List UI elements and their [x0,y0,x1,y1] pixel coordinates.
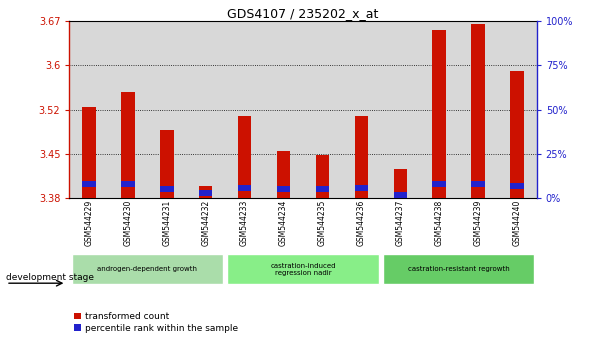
Bar [72,254,223,284]
Bar [199,187,212,198]
Bar [432,181,446,187]
Bar [510,183,524,189]
Bar [160,130,174,198]
Text: castration-induced
regression nadir: castration-induced regression nadir [270,263,336,275]
Bar [277,151,291,198]
Text: GSM544238: GSM544238 [435,199,444,246]
Text: GSM544229: GSM544229 [84,199,93,246]
Bar [121,92,134,198]
Text: GSM544232: GSM544232 [201,199,210,246]
Bar [227,254,379,284]
Bar [315,186,329,193]
Title: GDS4107 / 235202_x_at: GDS4107 / 235202_x_at [227,7,379,20]
Bar [394,192,407,198]
Bar [384,254,534,284]
Text: GSM544234: GSM544234 [279,199,288,246]
Bar [355,116,368,198]
Bar [238,116,251,198]
Bar [121,181,134,187]
Text: GSM544240: GSM544240 [513,199,522,246]
Bar [472,24,485,198]
Text: GSM544233: GSM544233 [240,199,249,246]
Text: GSM544235: GSM544235 [318,199,327,246]
Bar [432,30,446,198]
Text: development stage: development stage [6,273,94,282]
Bar [277,186,291,193]
Text: GSM544230: GSM544230 [123,199,132,246]
Text: GSM544236: GSM544236 [357,199,366,246]
Text: androgen-dependent growth: androgen-dependent growth [97,266,197,272]
Text: castration-resistant regrowth: castration-resistant regrowth [408,266,510,272]
Bar [355,184,368,191]
Text: GSM544237: GSM544237 [396,199,405,246]
Bar [510,72,524,198]
Text: GSM544231: GSM544231 [162,199,171,246]
Bar [238,184,251,191]
Bar [82,181,96,187]
Text: GSM544239: GSM544239 [474,199,483,246]
Bar [394,169,407,198]
Bar [160,186,174,193]
Legend: transformed count, percentile rank within the sample: transformed count, percentile rank withi… [74,313,238,333]
Bar [315,155,329,198]
Bar [199,190,212,196]
Bar [472,181,485,187]
Bar [82,107,96,198]
